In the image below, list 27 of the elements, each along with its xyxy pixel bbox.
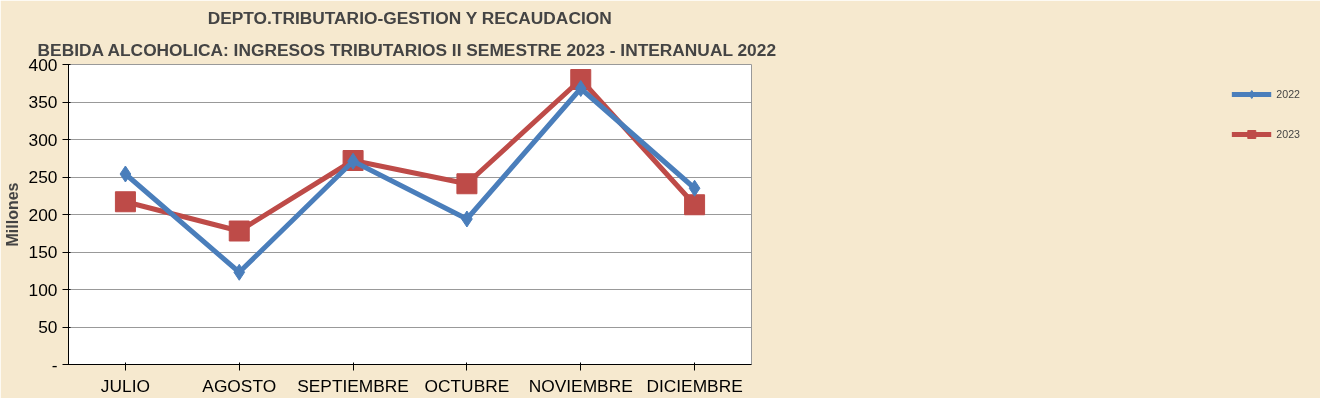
point — [456, 173, 478, 195]
point — [233, 263, 246, 281]
legend-label: 2022 — [1276, 88, 1300, 100]
y-tick-label: 200 — [28, 204, 58, 225]
point — [684, 194, 706, 216]
chart-subtitle: BEBIDA ALCOHOLICA: INGRESOS TRIBUTARIOS II SEMESTRE 2023 - INTERANUAL 2022 — [37, 39, 777, 60]
x-tick-label: NOVIEMBRE — [528, 375, 633, 396]
point — [228, 220, 250, 242]
y-tick-label: 150 — [28, 242, 58, 262]
point — [688, 179, 701, 197]
point — [119, 165, 132, 183]
chart-title: DEPTO.TRIBUTARIO-GESTION Y RECAUDACION — [207, 7, 612, 28]
y-tick-label: - — [51, 354, 58, 375]
legend-label: 2023 — [1276, 128, 1300, 140]
y-tick-label: 50 — [38, 317, 58, 337]
y-tick-label: 100 — [28, 279, 58, 300]
x-tick-label: AGOSTO — [202, 375, 277, 396]
point — [574, 80, 587, 97]
x-tick-label: SEPTIEMBRE — [297, 375, 409, 396]
x-tick-label: JULIO — [100, 375, 150, 396]
x-tick-label: DICIEMBRE — [646, 375, 743, 396]
y-tick-label: 300 — [28, 129, 58, 150]
x-tick-label: OCTUBRE — [424, 375, 510, 396]
y-tick-label: 250 — [28, 167, 58, 187]
y-tick-label: 350 — [28, 92, 58, 112]
y-axis-title: Millones — [3, 182, 21, 247]
point — [114, 191, 136, 213]
